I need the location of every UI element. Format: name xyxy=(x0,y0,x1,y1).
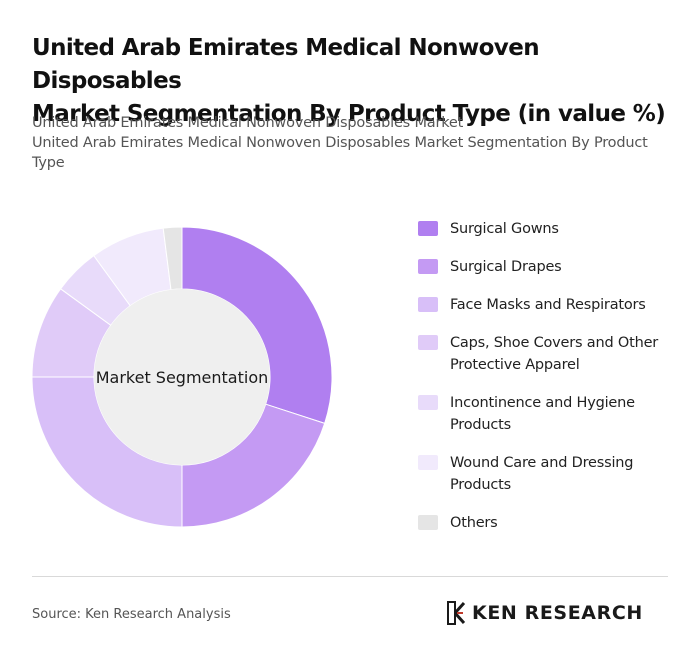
legend-swatch xyxy=(418,515,438,530)
legend-swatch xyxy=(418,221,438,236)
legend-swatch xyxy=(418,455,438,470)
source-note: Source: Ken Research Analysis xyxy=(32,607,231,622)
logo-text: KEN RESEARCH xyxy=(472,602,643,624)
legend-item[interactable]: Caps, Shoe Covers and Other Protective A… xyxy=(418,332,678,376)
legend-label: Others xyxy=(450,515,498,531)
ken-research-logo: KEN RESEARCH xyxy=(446,600,643,626)
chart-title-line-2: Market Segmentation By Product Type (in … xyxy=(32,101,666,127)
legend-swatch xyxy=(418,335,438,350)
legend-item[interactable]: Surgical Drapes xyxy=(418,256,678,278)
legend-label: Wound Care and Dressing Products xyxy=(450,455,634,493)
legend-item[interactable]: Surgical Gowns xyxy=(418,218,678,240)
legend-label: Surgical Drapes xyxy=(450,259,562,275)
chart-subtitle: United Arab Emirates Medical Nonwoven Di… xyxy=(32,113,672,173)
legend-label: Face Masks and Respirators xyxy=(450,297,646,313)
legend-item[interactable]: Incontinence and Hygiene Products xyxy=(418,392,678,436)
legend-label: Caps, Shoe Covers and Other Protective A… xyxy=(450,335,659,373)
legend-label: Surgical Gowns xyxy=(450,221,559,237)
donut-slices xyxy=(31,226,333,528)
ken-research-logo-icon xyxy=(447,601,466,625)
legend-swatch xyxy=(418,259,438,274)
legend-item[interactable]: Others xyxy=(418,512,678,534)
legend-swatch xyxy=(418,395,438,410)
donut-center xyxy=(94,289,270,465)
legend: Surgical Gowns Surgical Drapes Face Masks … xyxy=(418,218,678,550)
legend-item[interactable]: Wound Care and Dressing Products xyxy=(418,452,678,496)
chart-title-line-1: United Arab Emirates Medical Nonwoven Di… xyxy=(32,35,540,94)
subtitle-line-1: United Arab Emirates Medical Nonwoven Di… xyxy=(32,115,464,131)
legend-label: Incontinence and Hygiene Products xyxy=(450,395,635,433)
donut-chart: Market Segmentation xyxy=(31,226,333,528)
legend-swatch xyxy=(418,297,438,312)
center-label: Market Segmentation xyxy=(96,368,269,387)
chart-title: United Arab Emirates Medical Nonwoven Di… xyxy=(32,32,672,131)
legend-item[interactable]: Face Masks and Respirators xyxy=(418,294,678,316)
subtitle-line-2: United Arab Emirates Medical Nonwoven Di… xyxy=(32,135,648,171)
footer-divider xyxy=(32,576,668,577)
